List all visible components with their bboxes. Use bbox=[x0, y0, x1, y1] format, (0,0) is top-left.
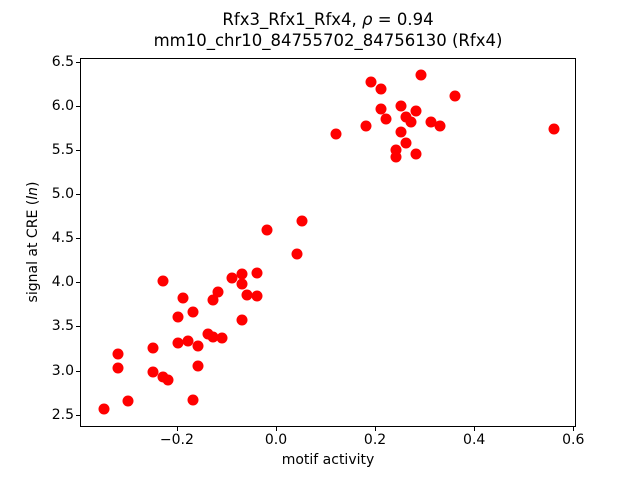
data-point bbox=[410, 105, 422, 117]
data-point bbox=[162, 374, 174, 385]
x-tick-mark bbox=[176, 427, 178, 431]
y-tick-label: 4.5 bbox=[51, 230, 74, 247]
data-point bbox=[122, 395, 134, 407]
y-tick-label: 5.0 bbox=[51, 186, 74, 203]
data-point bbox=[112, 348, 124, 360]
y-tick-label: 6.5 bbox=[51, 53, 74, 70]
data-point bbox=[192, 340, 204, 352]
data-point bbox=[395, 126, 407, 138]
chart-title-suffix: = 0.94 bbox=[372, 10, 434, 29]
y-tick-label: 5.5 bbox=[51, 142, 74, 159]
data-point bbox=[207, 331, 219, 343]
x-tick-label: −0.2 bbox=[159, 432, 194, 448]
data-point bbox=[395, 100, 407, 112]
data-point bbox=[375, 103, 387, 115]
x-tick-mark bbox=[275, 427, 277, 431]
data-point bbox=[415, 69, 427, 81]
data-point bbox=[212, 286, 223, 298]
data-point bbox=[187, 306, 199, 318]
data-point bbox=[400, 111, 412, 123]
y-tick-mark bbox=[76, 370, 80, 372]
y-tick-mark bbox=[76, 194, 80, 196]
y-tick-label: 4.0 bbox=[51, 274, 74, 291]
data-point bbox=[261, 224, 273, 236]
y-tick-label: 3.0 bbox=[51, 362, 74, 379]
data-point bbox=[236, 268, 248, 280]
data-point bbox=[216, 332, 228, 344]
data-point bbox=[226, 272, 238, 284]
y-tick-mark bbox=[76, 282, 80, 284]
data-point bbox=[390, 151, 402, 163]
data-point bbox=[449, 90, 461, 102]
data-point bbox=[410, 148, 422, 160]
data-point bbox=[236, 314, 248, 326]
y-tick-mark bbox=[76, 61, 80, 63]
y-tick-label: 6.0 bbox=[51, 98, 74, 115]
y-axis-label-prefix: signal at CRE ( bbox=[25, 199, 41, 303]
x-tick-mark bbox=[474, 427, 476, 431]
data-point bbox=[400, 137, 412, 149]
data-point bbox=[207, 294, 219, 306]
y-tick-mark bbox=[76, 326, 80, 328]
y-tick-mark bbox=[76, 414, 80, 416]
data-point bbox=[405, 116, 417, 128]
data-point bbox=[365, 76, 377, 88]
y-tick-mark bbox=[76, 238, 80, 240]
chart-title: Rfx3_Rfx1_Rfx4, ρ = 0.94 bbox=[80, 9, 576, 30]
y-axis-label: signal at CRE (ln) bbox=[25, 182, 41, 303]
x-tick-mark bbox=[375, 427, 377, 431]
rho-symbol: ρ bbox=[362, 10, 373, 29]
data-point bbox=[360, 120, 372, 132]
data-point bbox=[147, 342, 159, 354]
data-point bbox=[291, 248, 303, 260]
data-point bbox=[147, 366, 159, 378]
y-tick-mark bbox=[76, 150, 80, 152]
chart-title-prefix: Rfx3_Rfx1_Rfx4, bbox=[222, 10, 363, 29]
data-point bbox=[236, 278, 248, 290]
data-point bbox=[157, 275, 169, 287]
chart-subtitle: mm10_chr10_84755702_84756130 (Rfx4) bbox=[153, 31, 503, 50]
data-point bbox=[380, 113, 392, 125]
data-point bbox=[425, 116, 437, 128]
y-axis-label-suffix: ) bbox=[25, 181, 41, 188]
data-point bbox=[390, 144, 402, 156]
data-point bbox=[434, 120, 446, 132]
y-tick-mark bbox=[76, 106, 80, 108]
x-tick-mark bbox=[573, 427, 575, 431]
y-tick-label: 2.5 bbox=[51, 406, 74, 423]
data-point bbox=[296, 215, 308, 227]
x-tick-label: 0.4 bbox=[463, 432, 486, 448]
data-point bbox=[548, 123, 560, 135]
data-point bbox=[172, 337, 184, 349]
y-axis-label-italic: ln bbox=[25, 187, 41, 200]
x-tick-label: 0.6 bbox=[562, 432, 585, 448]
data-point bbox=[251, 267, 263, 279]
data-point bbox=[192, 360, 204, 372]
data-point bbox=[375, 83, 387, 95]
data-point bbox=[241, 289, 253, 301]
data-point bbox=[177, 292, 189, 304]
x-axis-label: motif activity bbox=[281, 452, 375, 468]
plot-area bbox=[80, 58, 576, 427]
data-point bbox=[251, 290, 263, 302]
x-tick-label: 0.0 bbox=[264, 432, 288, 448]
data-point bbox=[172, 311, 184, 323]
data-point bbox=[187, 394, 199, 406]
data-point bbox=[182, 335, 194, 347]
data-point bbox=[98, 403, 110, 415]
y-tick-label: 3.5 bbox=[51, 318, 74, 335]
data-point bbox=[330, 128, 342, 139]
data-point bbox=[112, 362, 124, 374]
x-tick-label: 0.2 bbox=[363, 432, 387, 448]
